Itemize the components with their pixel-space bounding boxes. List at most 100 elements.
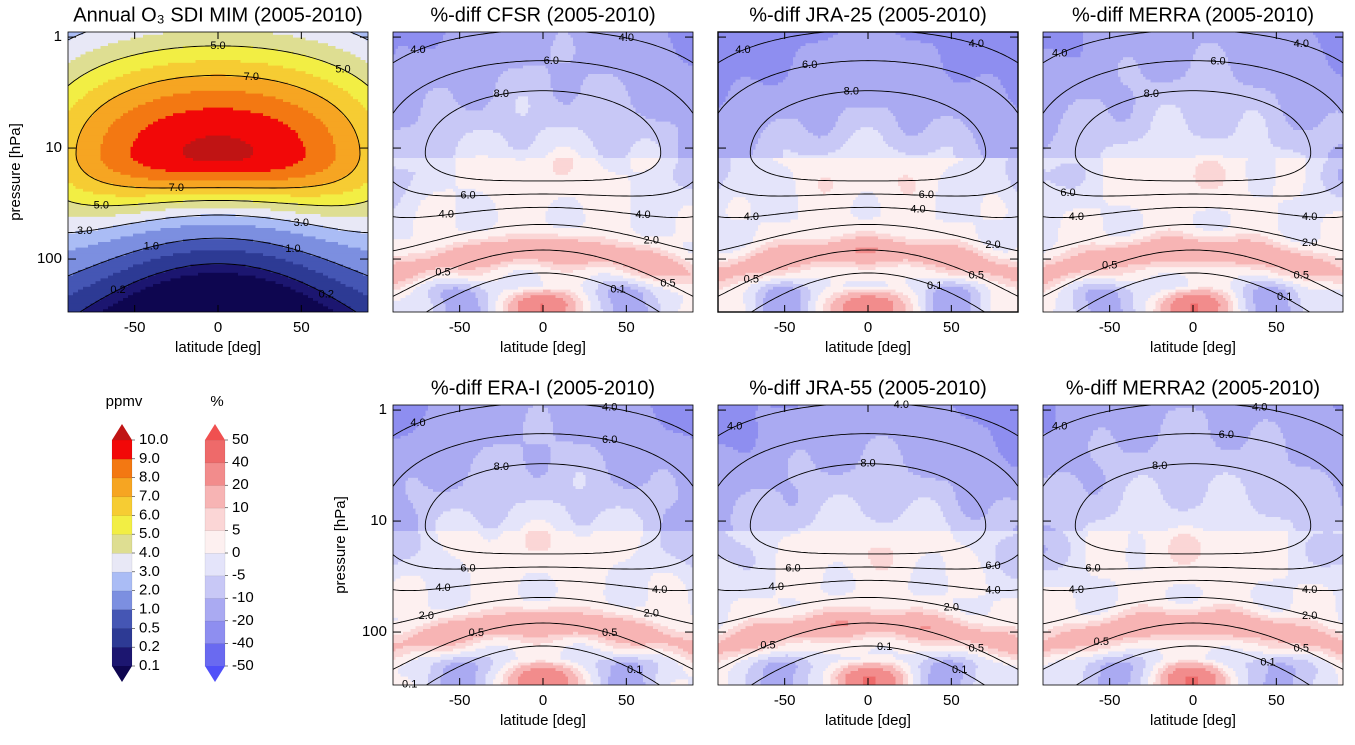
contour-label: 4.0	[602, 402, 617, 414]
x-axis-label: latitude [deg]	[500, 339, 586, 356]
contour-label: 6.0	[544, 55, 559, 67]
contour-label: 8.0	[494, 461, 509, 473]
x-tick-label: 0	[1189, 319, 1197, 336]
contour-label: 3.0	[294, 217, 309, 229]
contour-label: 4.0	[985, 584, 1000, 596]
contour-label: 4.0	[652, 584, 667, 596]
panel-title: %-diff MERRA (2005-2010)	[1072, 4, 1314, 26]
contour-label: 1.0	[285, 243, 300, 255]
contour-label: 5.0	[94, 200, 109, 212]
contour-label: 4.0	[1294, 38, 1309, 50]
contour-label: 3.0	[77, 225, 92, 237]
contour-label: 5.0	[335, 64, 350, 76]
y-tick-label: 100	[362, 623, 387, 640]
y-tick-label: 1	[54, 28, 62, 45]
contour-label: 4.0	[969, 38, 984, 50]
x-tick-label: 0	[539, 692, 547, 709]
contour-label: 4.0	[1302, 211, 1317, 223]
field	[393, 405, 694, 686]
contour-label: 0.1	[610, 283, 625, 295]
x-tick-label: 0	[539, 319, 547, 336]
contour-label: 2.0	[644, 608, 659, 620]
x-tick-label: 50	[1268, 319, 1285, 336]
x-tick-label: 50	[943, 692, 960, 709]
contour-label: 4.0	[744, 211, 759, 223]
contour-label: 8.0	[844, 85, 859, 97]
contour-label: 4.0	[410, 44, 425, 56]
field	[68, 32, 369, 313]
contour-label: 0.5	[744, 273, 759, 285]
panel-title: Annual O₃ SDI MIM (2005-2010)	[73, 4, 362, 26]
x-tick-label: 50	[943, 319, 960, 336]
contour-label: 0.2	[319, 288, 334, 300]
contour-label: 0.1	[877, 641, 892, 653]
x-tick-label: -50	[774, 692, 796, 709]
y-tick-label: 10	[45, 139, 62, 156]
contour-label: 6.0	[919, 189, 934, 201]
y-axis-label: pressure [hPa]	[332, 496, 349, 594]
panel-title: %-diff JRA-55 (2005-2010)	[749, 377, 987, 399]
contour-label: 4.0	[735, 44, 750, 56]
contour-label: 6.0	[802, 59, 817, 71]
y-axis-label: pressure [hPa]	[7, 123, 24, 221]
contour-label: 0.5	[469, 627, 484, 639]
contour-label: 4.0	[727, 421, 742, 433]
panel-title: %-diff ERA-I (2005-2010)	[431, 377, 655, 399]
contour-label: 7.0	[244, 71, 259, 83]
x-axis-label: latitude [deg]	[1150, 339, 1236, 356]
y-tick-label: 1	[379, 401, 387, 418]
y-tick-label: 100	[37, 250, 62, 267]
x-tick-label: 50	[618, 319, 635, 336]
x-tick-label: 50	[618, 692, 635, 709]
contour-label: 0.5	[969, 270, 984, 282]
contour-label: 4.0	[410, 417, 425, 429]
x-tick-label: -50	[449, 319, 471, 336]
contour-label: 4.0	[910, 204, 925, 216]
contour-label: 6.0	[1060, 187, 1075, 199]
contour-label: 4.0	[1069, 211, 1084, 223]
contour-label: 6.0	[460, 190, 475, 202]
contour-label: 4.0	[1052, 48, 1067, 60]
x-tick-label: 0	[864, 692, 872, 709]
contour-label: 4.0	[435, 582, 450, 594]
contour-label: 1.0	[144, 241, 159, 253]
contour-label: 4.0	[439, 209, 454, 221]
x-axis-label: latitude [deg]	[500, 712, 586, 729]
contour-label: 0.1	[1277, 291, 1292, 303]
contour-label: 2.0	[944, 602, 959, 614]
contour-label: 6.0	[985, 560, 1000, 572]
x-axis-label: latitude [deg]	[825, 339, 911, 356]
contour-label: 7.0	[169, 182, 184, 194]
contour-label: 6.0	[602, 434, 617, 446]
x-tick-label: -50	[449, 692, 471, 709]
contour-label: 0.5	[969, 643, 984, 655]
panel: 5.0 7.0 5.0 5.0 7.0 3.0 3.0 1.0 1.0 0.2 0.2 -50 0 50 1…	[7, 4, 369, 356]
contour-label: 8.0	[860, 458, 875, 470]
x-tick-label: -50	[774, 319, 796, 336]
contour-label: 0.5	[660, 277, 675, 289]
x-tick-label: 0	[214, 319, 222, 336]
x-tick-label: -50	[1099, 319, 1121, 336]
x-tick-label: -50	[124, 319, 146, 336]
contour-label: 5.0	[210, 40, 225, 52]
x-tick-label: 0	[864, 319, 872, 336]
contour-label: 0.2	[110, 284, 125, 296]
contour-label: 2.0	[985, 239, 1000, 251]
contour-label: 4.0	[769, 581, 784, 593]
contour-label: 8.0	[1144, 88, 1159, 100]
contour-label: 0.5	[760, 639, 775, 651]
contour-label: 2.0	[644, 235, 659, 247]
contour-label: 0.1	[927, 280, 942, 292]
y-tick-label: 10	[370, 512, 387, 529]
x-axis-label: latitude [deg]	[175, 339, 261, 356]
x-tick-label: 50	[293, 319, 310, 336]
panel-title: %-diff CFSR (2005-2010)	[430, 4, 655, 26]
